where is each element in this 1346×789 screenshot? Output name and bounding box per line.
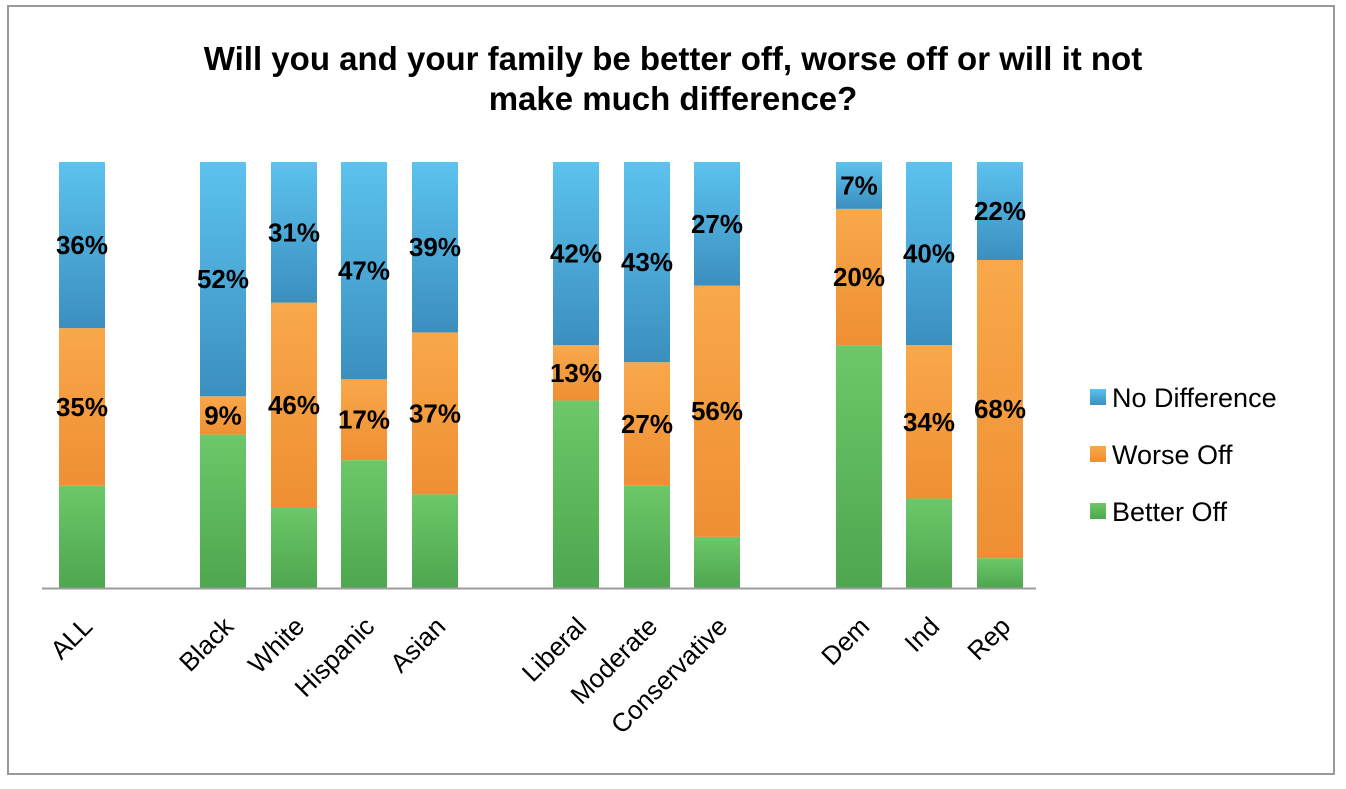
data-label-ind-worse-off: 34% (903, 407, 955, 437)
data-label-white-no-difference: 31% (268, 217, 320, 247)
bar-ind-worse-off (906, 345, 952, 499)
bar-stack-liberal (553, 162, 599, 588)
bar-stack-conservative (694, 162, 740, 588)
bar-ind-no-difference (906, 162, 952, 346)
bar-white-better-off (271, 507, 317, 588)
bar-black-better-off (200, 434, 246, 588)
x-tick-label-asian: Asian (384, 611, 451, 678)
chart-title-line-1: Will you and your family be better off, … (204, 40, 1142, 77)
bar-dem-worse-off (836, 208, 882, 346)
bar-dem-better-off (836, 345, 882, 588)
bar-moderate-worse-off (624, 362, 670, 486)
bar-hispanic-worse-off (341, 379, 387, 461)
legend-item-no-difference: No Difference (1090, 383, 1277, 413)
bar-stack-white (271, 162, 317, 588)
bar-asian-worse-off (412, 332, 458, 495)
bar-conservative-worse-off (694, 285, 740, 537)
data-label-asian-worse-off: 37% (409, 398, 461, 428)
data-label-asian-no-difference: 39% (409, 232, 461, 262)
legend-item-worse-off: Worse Off (1090, 440, 1233, 470)
bar-all-better-off (59, 485, 105, 588)
chart-title: Will you and your family be better off, … (204, 40, 1142, 117)
chart-title-line-2: make much difference? (489, 80, 858, 117)
bar-stack-asian (412, 162, 458, 588)
legend-item-better-off: Better Off (1090, 497, 1228, 527)
data-label-ind-no-difference: 40% (903, 239, 955, 269)
bar-asian-better-off (412, 494, 458, 588)
bar-liberal-worse-off (553, 345, 599, 401)
bar-stack-all (59, 162, 105, 588)
legend-label-no-difference: No Difference (1112, 383, 1277, 413)
legend-swatch-worse-off (1090, 446, 1106, 462)
data-label-dem-worse-off: 20% (833, 262, 885, 292)
bars-layer (59, 162, 1023, 588)
bar-ind-better-off (906, 498, 952, 588)
data-label-hispanic-worse-off: 17% (338, 405, 390, 435)
bar-rep-better-off (977, 558, 1023, 588)
data-label-hispanic-no-difference: 47% (338, 256, 390, 286)
bar-liberal-no-difference (553, 162, 599, 346)
bar-stack-ind (906, 162, 952, 588)
data-label-rep-worse-off: 68% (974, 394, 1026, 424)
data-label-dem-no-difference: 7% (840, 170, 878, 200)
x-tick-label-black: Black (173, 610, 240, 677)
data-label-liberal-worse-off: 13% (550, 358, 602, 388)
data-labels-layer: 35% 36% 9% 52% 46% 31% 17% 47% 37% 39% 13% 42% 27% 43… (56, 170, 1026, 439)
bar-hispanic-no-difference (341, 162, 387, 380)
bar-white-no-difference (271, 162, 317, 303)
legend: No Difference Worse Off Better Off (1090, 383, 1277, 527)
data-label-moderate-worse-off: 27% (621, 409, 673, 439)
bar-conservative-no-difference (694, 162, 740, 286)
x-tick-label-dem: Dem (815, 611, 875, 671)
bar-stack-rep (977, 162, 1023, 588)
data-label-moderate-no-difference: 43% (621, 247, 673, 277)
bar-hispanic-better-off (341, 460, 387, 588)
bar-stack-black (200, 162, 246, 588)
data-label-all-no-difference: 36% (56, 230, 108, 260)
legend-label-better-off: Better Off (1112, 497, 1228, 527)
x-tick-label-all: ALL (44, 611, 98, 665)
bar-stack-moderate (624, 162, 670, 588)
bar-asian-no-difference (412, 162, 458, 333)
legend-swatch-no-difference (1090, 389, 1106, 405)
data-label-black-worse-off: 9% (204, 400, 242, 430)
bar-rep-no-difference (977, 162, 1023, 260)
bar-moderate-no-difference (624, 162, 670, 363)
data-label-white-worse-off: 46% (268, 390, 320, 420)
data-label-rep-no-difference: 22% (974, 196, 1026, 226)
bar-black-worse-off (200, 396, 246, 435)
bar-rep-worse-off (977, 259, 1023, 559)
bar-moderate-better-off (624, 485, 670, 588)
data-label-conservative-worse-off: 56% (691, 396, 743, 426)
legend-label-worse-off: Worse Off (1112, 440, 1233, 470)
x-tick-label-ind: Ind (898, 611, 945, 658)
bar-black-no-difference (200, 162, 246, 397)
legend-swatch-better-off (1090, 503, 1106, 519)
data-label-black-no-difference: 52% (197, 264, 249, 294)
data-label-all-worse-off: 35% (56, 392, 108, 422)
bar-stack-hispanic (341, 162, 387, 588)
bar-liberal-better-off (553, 400, 599, 588)
bar-conservative-better-off (694, 536, 740, 588)
data-label-liberal-no-difference: 42% (550, 239, 602, 269)
x-tick-label-rep: Rep (961, 611, 1016, 666)
bar-all-worse-off (59, 328, 105, 486)
bar-all-no-difference (59, 162, 105, 329)
bar-white-worse-off (271, 302, 317, 508)
bar-dem-no-difference (836, 162, 882, 209)
data-label-conservative-no-difference: 27% (691, 209, 743, 239)
bar-stack-dem (836, 162, 882, 588)
